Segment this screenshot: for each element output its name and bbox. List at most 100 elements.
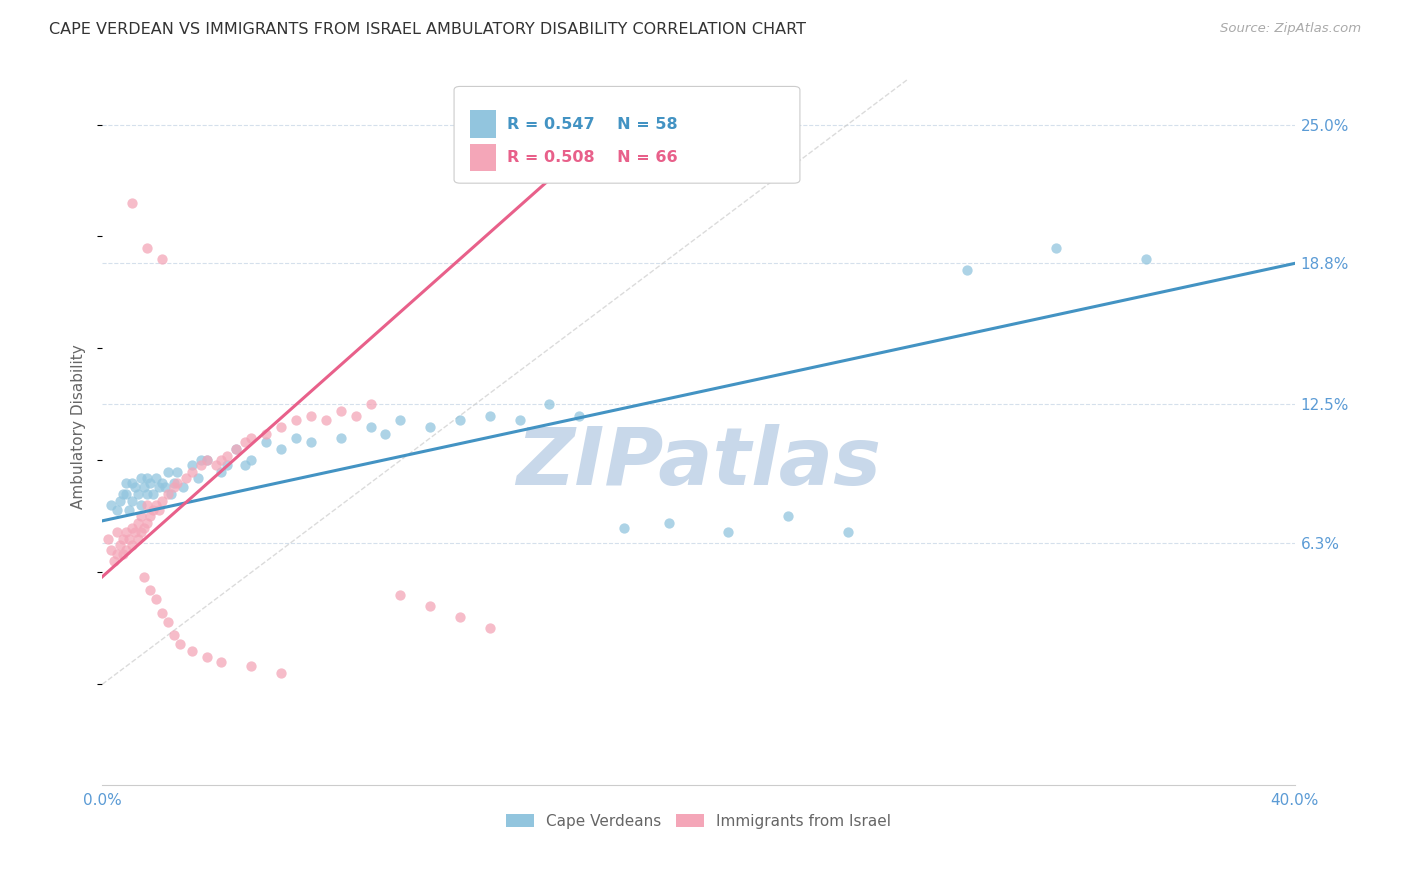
FancyBboxPatch shape	[454, 87, 800, 183]
Point	[240, 431, 263, 445]
Point	[195, 453, 218, 467]
Point	[105, 548, 128, 562]
Point	[129, 524, 152, 539]
Point	[150, 493, 173, 508]
Point	[225, 442, 247, 457]
Point	[129, 498, 152, 512]
Point	[153, 480, 176, 494]
Point	[270, 666, 292, 681]
Point	[97, 532, 120, 546]
Point	[180, 644, 202, 658]
Point	[129, 509, 152, 524]
Point	[180, 458, 202, 472]
Point	[217, 449, 239, 463]
Point	[717, 524, 740, 539]
Point	[419, 599, 441, 613]
Text: R = 0.547    N = 58: R = 0.547 N = 58	[506, 117, 678, 131]
Point	[115, 543, 138, 558]
Point	[121, 493, 143, 508]
Point	[100, 498, 122, 512]
Text: Source: ZipAtlas.com: Source: ZipAtlas.com	[1220, 22, 1361, 36]
Point	[658, 516, 681, 530]
Point	[172, 480, 194, 494]
Point	[118, 532, 141, 546]
Point	[108, 493, 131, 508]
Point	[180, 465, 202, 479]
Point	[299, 409, 322, 423]
Point	[169, 637, 191, 651]
Point	[270, 442, 292, 457]
Point	[225, 442, 247, 457]
Point	[124, 480, 146, 494]
Point	[150, 252, 173, 266]
Point	[270, 419, 292, 434]
Point	[121, 475, 143, 490]
Text: ZIPatlas: ZIPatlas	[516, 424, 882, 501]
Point	[139, 583, 162, 598]
Point	[115, 475, 138, 490]
Bar	[470, 144, 496, 170]
Point	[360, 397, 382, 411]
Point	[195, 453, 218, 467]
Point	[478, 621, 501, 635]
Point	[211, 465, 233, 479]
Point	[315, 413, 337, 427]
Point	[1045, 241, 1067, 255]
Point	[136, 487, 159, 501]
Point	[145, 471, 167, 485]
Point	[776, 509, 799, 524]
Bar	[470, 111, 496, 137]
Point	[108, 539, 131, 553]
Point	[344, 409, 367, 423]
Point	[139, 475, 162, 490]
Point	[449, 413, 471, 427]
Point	[254, 426, 277, 441]
Point	[100, 543, 122, 558]
Point	[163, 628, 186, 642]
Point	[956, 263, 979, 277]
Point	[132, 480, 155, 494]
Point	[127, 516, 149, 530]
Point	[115, 524, 138, 539]
Point	[166, 475, 188, 490]
Point	[159, 487, 181, 501]
Point	[112, 487, 135, 501]
Point	[132, 570, 155, 584]
Point	[233, 458, 256, 472]
Point	[142, 502, 165, 516]
Point	[127, 532, 149, 546]
Point	[285, 413, 308, 427]
Text: CAPE VERDEAN VS IMMIGRANTS FROM ISRAEL AMBULATORY DISABILITY CORRELATION CHART: CAPE VERDEAN VS IMMIGRANTS FROM ISRAEL A…	[49, 22, 806, 37]
Point	[132, 520, 155, 534]
Point	[837, 524, 859, 539]
Point	[389, 413, 412, 427]
Point	[374, 426, 396, 441]
Point	[233, 435, 256, 450]
Point	[613, 520, 636, 534]
Point	[150, 475, 173, 490]
Point	[139, 509, 162, 524]
Point	[112, 532, 135, 546]
Point	[112, 548, 135, 562]
Point	[124, 524, 146, 539]
Point	[329, 431, 352, 445]
Point	[136, 516, 159, 530]
Point	[121, 195, 143, 210]
Point	[142, 487, 165, 501]
Point	[148, 502, 170, 516]
Legend: Cape Verdeans, Immigrants from Israel: Cape Verdeans, Immigrants from Israel	[501, 807, 897, 835]
Point	[360, 419, 382, 434]
Point	[118, 502, 141, 516]
Point	[190, 453, 212, 467]
Point	[145, 592, 167, 607]
Point	[211, 453, 233, 467]
Point	[156, 615, 179, 629]
Point	[254, 435, 277, 450]
Point	[174, 471, 197, 485]
Point	[148, 480, 170, 494]
Point	[190, 458, 212, 472]
Point	[105, 502, 128, 516]
Text: R = 0.508    N = 66: R = 0.508 N = 66	[506, 150, 678, 165]
Point	[285, 431, 308, 445]
Point	[136, 498, 159, 512]
